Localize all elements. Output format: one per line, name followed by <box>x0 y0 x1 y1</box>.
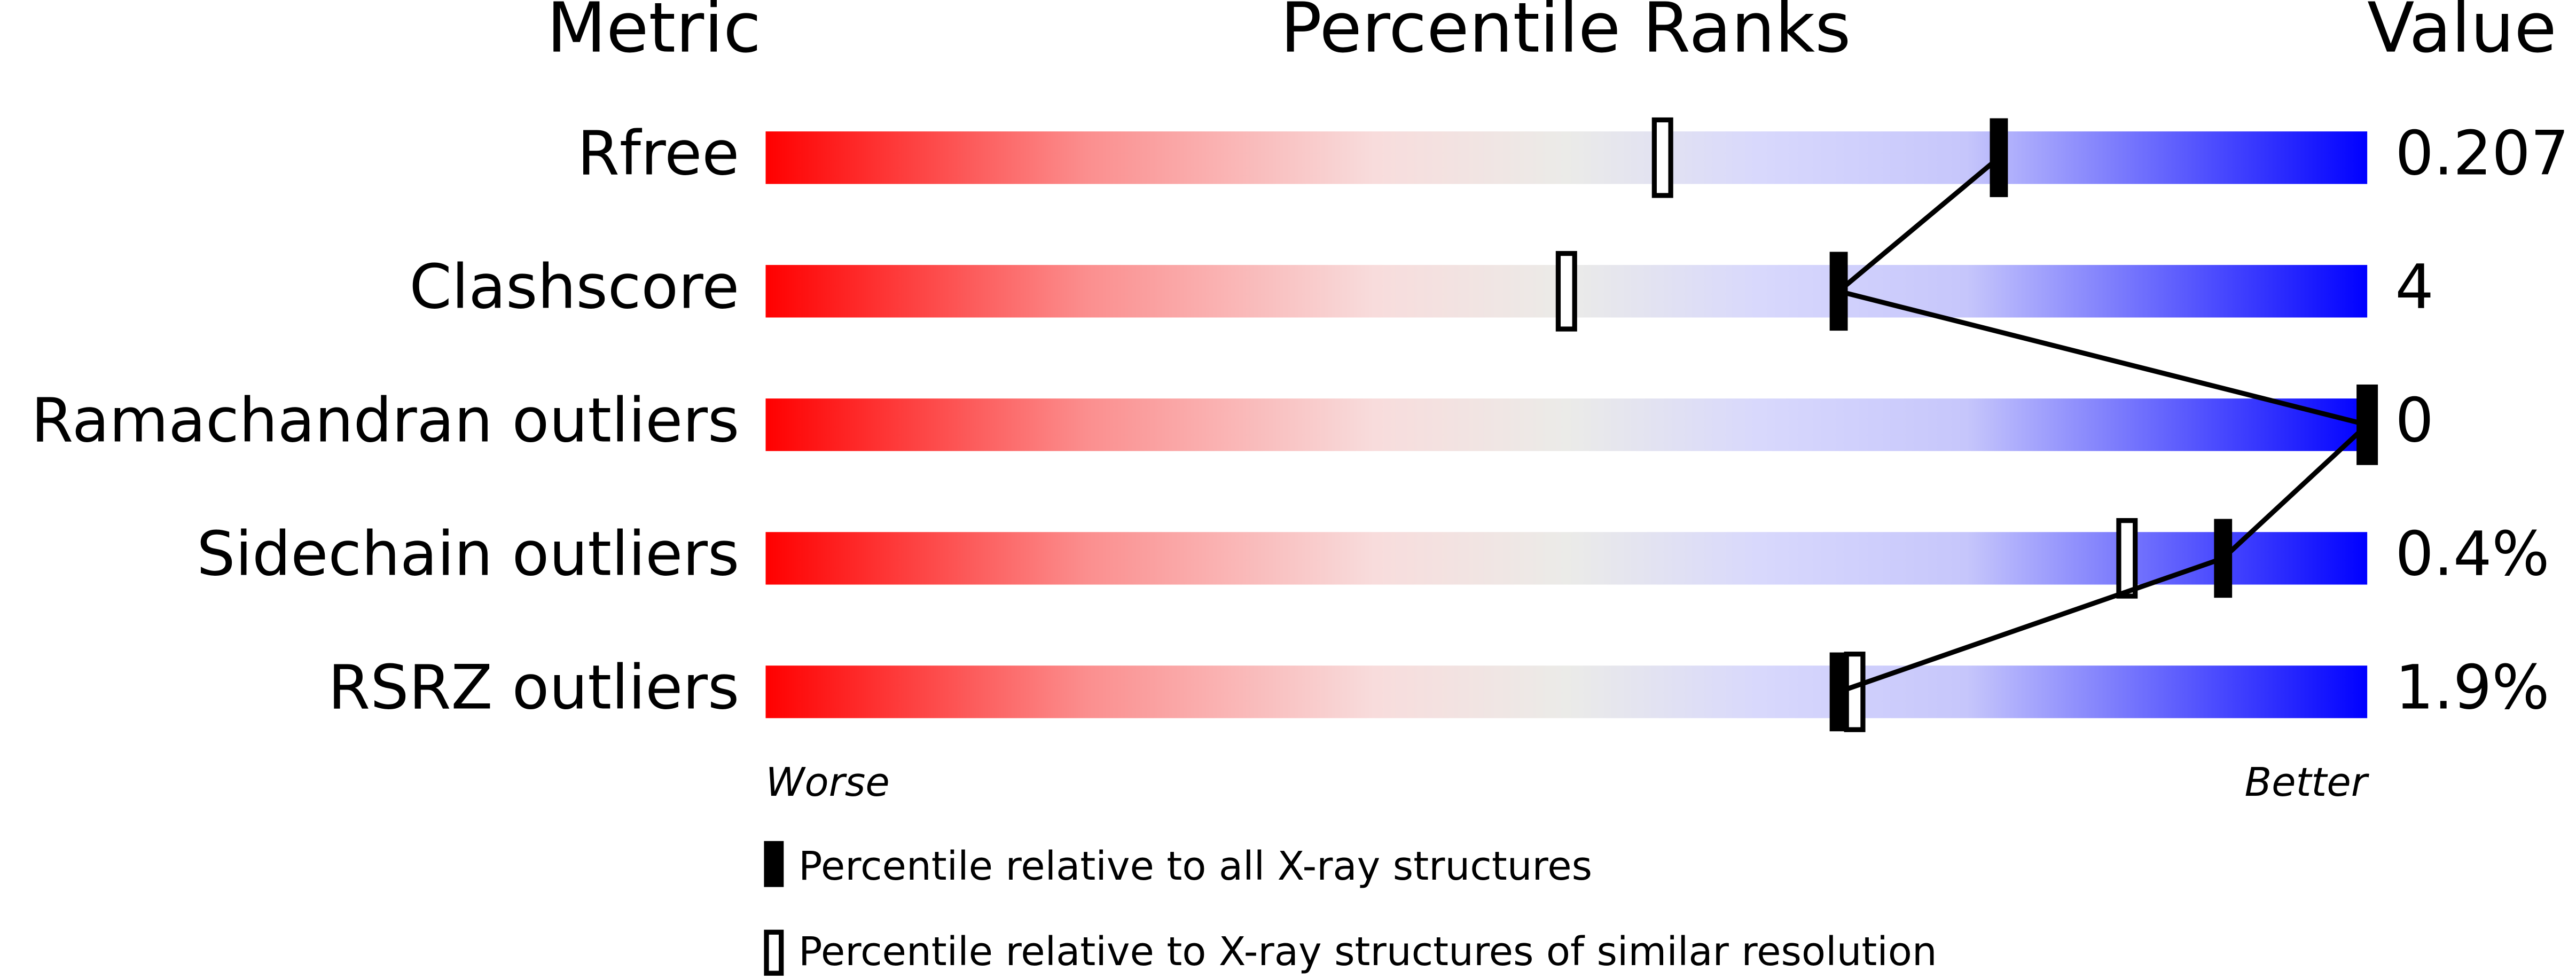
metric-label: Rfree <box>577 118 739 189</box>
value-label: 1.9% <box>2395 652 2549 723</box>
similar-resolution-marker <box>1844 652 1866 732</box>
value-header: Value <box>2367 0 2557 68</box>
ranks-header: Percentile Ranks <box>1280 0 1851 68</box>
metric-label: Clashscore <box>409 252 739 323</box>
value-label: 0 <box>2395 385 2433 456</box>
metric-label: Ramachandran outliers <box>31 385 739 456</box>
slider-bar <box>765 131 2368 184</box>
legend-entry: Percentile relative to all X-ray structu… <box>798 843 1592 889</box>
slider-bar <box>765 532 2368 585</box>
metric-label: RSRZ outliers <box>328 652 739 723</box>
similar-resolution-marker <box>1555 250 1577 332</box>
slider-bar <box>765 665 2368 718</box>
all-structures-marker <box>1829 652 1848 732</box>
slider-bar <box>765 398 2368 451</box>
all-structures-marker <box>1829 252 1848 331</box>
value-label: 4 <box>2395 252 2433 323</box>
all-structures-marker <box>1990 118 2008 198</box>
metric-label: Sidechain outliers <box>197 519 739 590</box>
similar-resolution-marker <box>2116 518 2138 599</box>
value-label: 0.4% <box>2395 519 2549 590</box>
better-label: Better <box>2244 759 2369 805</box>
worse-label: Worse <box>765 759 889 805</box>
all-structures-marker <box>2214 519 2233 598</box>
all-structures-marker <box>2358 385 2377 465</box>
legend-swatch <box>764 841 784 887</box>
value-label: 0.207 <box>2395 118 2569 189</box>
legend-swatch <box>764 929 784 976</box>
legend-entry: Percentile relative to X-ray structures … <box>798 929 1937 975</box>
similar-resolution-marker <box>1651 117 1673 198</box>
metric-header: Metric <box>547 0 762 68</box>
